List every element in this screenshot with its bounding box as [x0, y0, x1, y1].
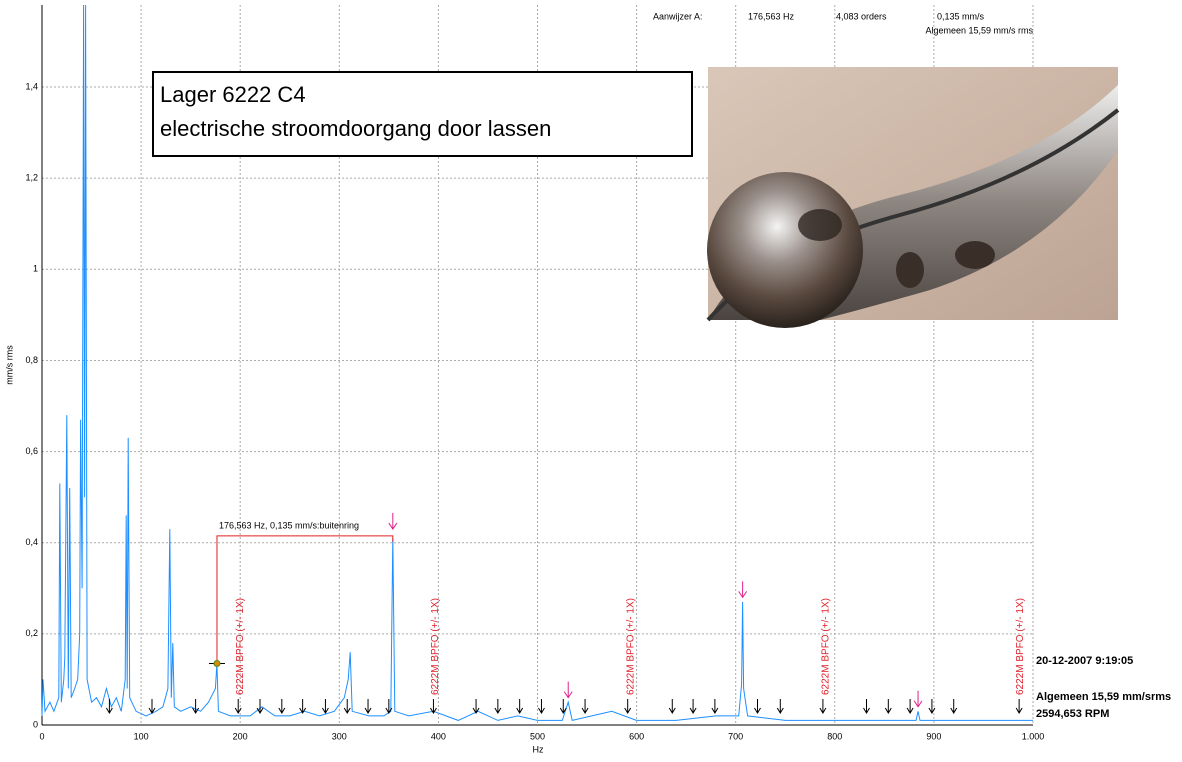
cursor-bracket: [216, 535, 394, 664]
sideband-marker: [668, 699, 676, 714]
bpfo-marker: [563, 681, 573, 699]
header-frequency: 176,563 Hz: [748, 11, 795, 21]
sideband-marker: [321, 699, 329, 714]
note-line: Lager 6222 C4: [160, 82, 306, 107]
sideband-marker: [299, 699, 307, 714]
sideband-marker: [148, 699, 156, 714]
y-tick-label: 0,2: [25, 628, 38, 638]
sideband-marker: [256, 699, 264, 714]
sideband-marker: [950, 699, 958, 714]
footer-rpm: 2594,653 RPM: [1036, 708, 1109, 720]
bpfo-label: 6222M BPFO (+/- 1X): [821, 598, 832, 695]
header-overall: Algemeen 15,59 mm/s rms: [925, 25, 1033, 35]
sideband-marker: [472, 699, 480, 714]
sideband-marker: [105, 699, 113, 714]
y-tick-label: 1,4: [25, 81, 38, 91]
sideband-marker: [754, 699, 761, 714]
bpfo-label: 6222M BPFO (+/- 1X): [1015, 598, 1026, 695]
sideband-marker: [863, 699, 870, 714]
sideband-marker: [430, 699, 437, 714]
x-tick-label: 500: [530, 731, 545, 741]
sideband-marker: [928, 699, 936, 714]
sideband-marker: [1015, 699, 1023, 714]
sideband-marker: [884, 699, 892, 714]
x-tick-label: 1.000: [1022, 731, 1045, 741]
bpfo-label: 6222M BPFO (+/- 1X): [625, 598, 636, 695]
x-tick-label: 100: [134, 731, 149, 741]
sideband-marker: [234, 699, 242, 714]
y-tick-label: 1,2: [25, 173, 38, 183]
x-axis-label: Hz: [533, 744, 544, 754]
sideband-marker: [364, 699, 372, 714]
sideband-marker: [538, 699, 545, 714]
x-tick-label: 200: [233, 731, 248, 741]
header-label: Aanwijzer A:: [653, 11, 703, 21]
x-tick-label: 600: [629, 731, 644, 741]
bpfo-label: 6222M BPFO (+/- 1X): [430, 598, 441, 695]
sideband-marker: [192, 699, 200, 714]
bpfo-marker: [913, 690, 923, 708]
y-tick-label: 0,8: [25, 355, 38, 365]
sideband-marker: [581, 699, 589, 714]
note-box: [152, 71, 693, 157]
note-line: electrische stroomdoorgang door lassen: [160, 116, 551, 141]
bpfo-label: 6222M BPFO (+/- 1X): [235, 598, 246, 695]
bearing-photo: [706, 67, 1120, 328]
cursor-label: 176,563 Hz, 0,135 mm/s:buitenring: [219, 520, 359, 530]
y-tick-label: 0,6: [25, 446, 38, 456]
sideband-marker: [278, 699, 286, 714]
bpfo-marker: [388, 513, 398, 530]
bpfo-marker: [738, 581, 748, 599]
sideband-marker: [343, 699, 351, 714]
footer-overall: Algemeen 15,59 mm/srms: [1036, 691, 1171, 703]
x-tick-label: 800: [827, 731, 842, 741]
x-tick-label: 300: [332, 731, 347, 741]
x-tick-label: 0: [39, 731, 44, 741]
sideband-marker: [906, 699, 914, 714]
sideband-marker: [559, 699, 567, 714]
cursor-point: [213, 659, 221, 667]
header-amplitude: 0,135 mm/s: [937, 11, 985, 21]
spectrum-line: [41, 4, 1033, 722]
x-tick-label: 700: [728, 731, 743, 741]
sideband-marker: [624, 699, 632, 714]
sideband-marker: [711, 699, 719, 714]
sideband-marker: [689, 699, 697, 714]
y-tick-label: 0: [33, 719, 38, 729]
sideband-marker: [516, 699, 524, 714]
y-tick-label: 1: [33, 264, 38, 274]
sideband-marker: [494, 699, 502, 714]
y-axis-label: mm/s rms: [4, 345, 14, 385]
header-orders: 4,083 orders: [836, 11, 887, 21]
sideband-marker: [385, 699, 393, 714]
y-tick-label: 0,4: [25, 537, 38, 547]
footer-timestamp: 20-12-2007 9:19:05: [1036, 655, 1133, 667]
sideband-marker: [819, 699, 827, 714]
x-tick-label: 900: [926, 731, 941, 741]
sideband-marker: [776, 699, 784, 714]
x-tick-label: 400: [431, 731, 446, 741]
